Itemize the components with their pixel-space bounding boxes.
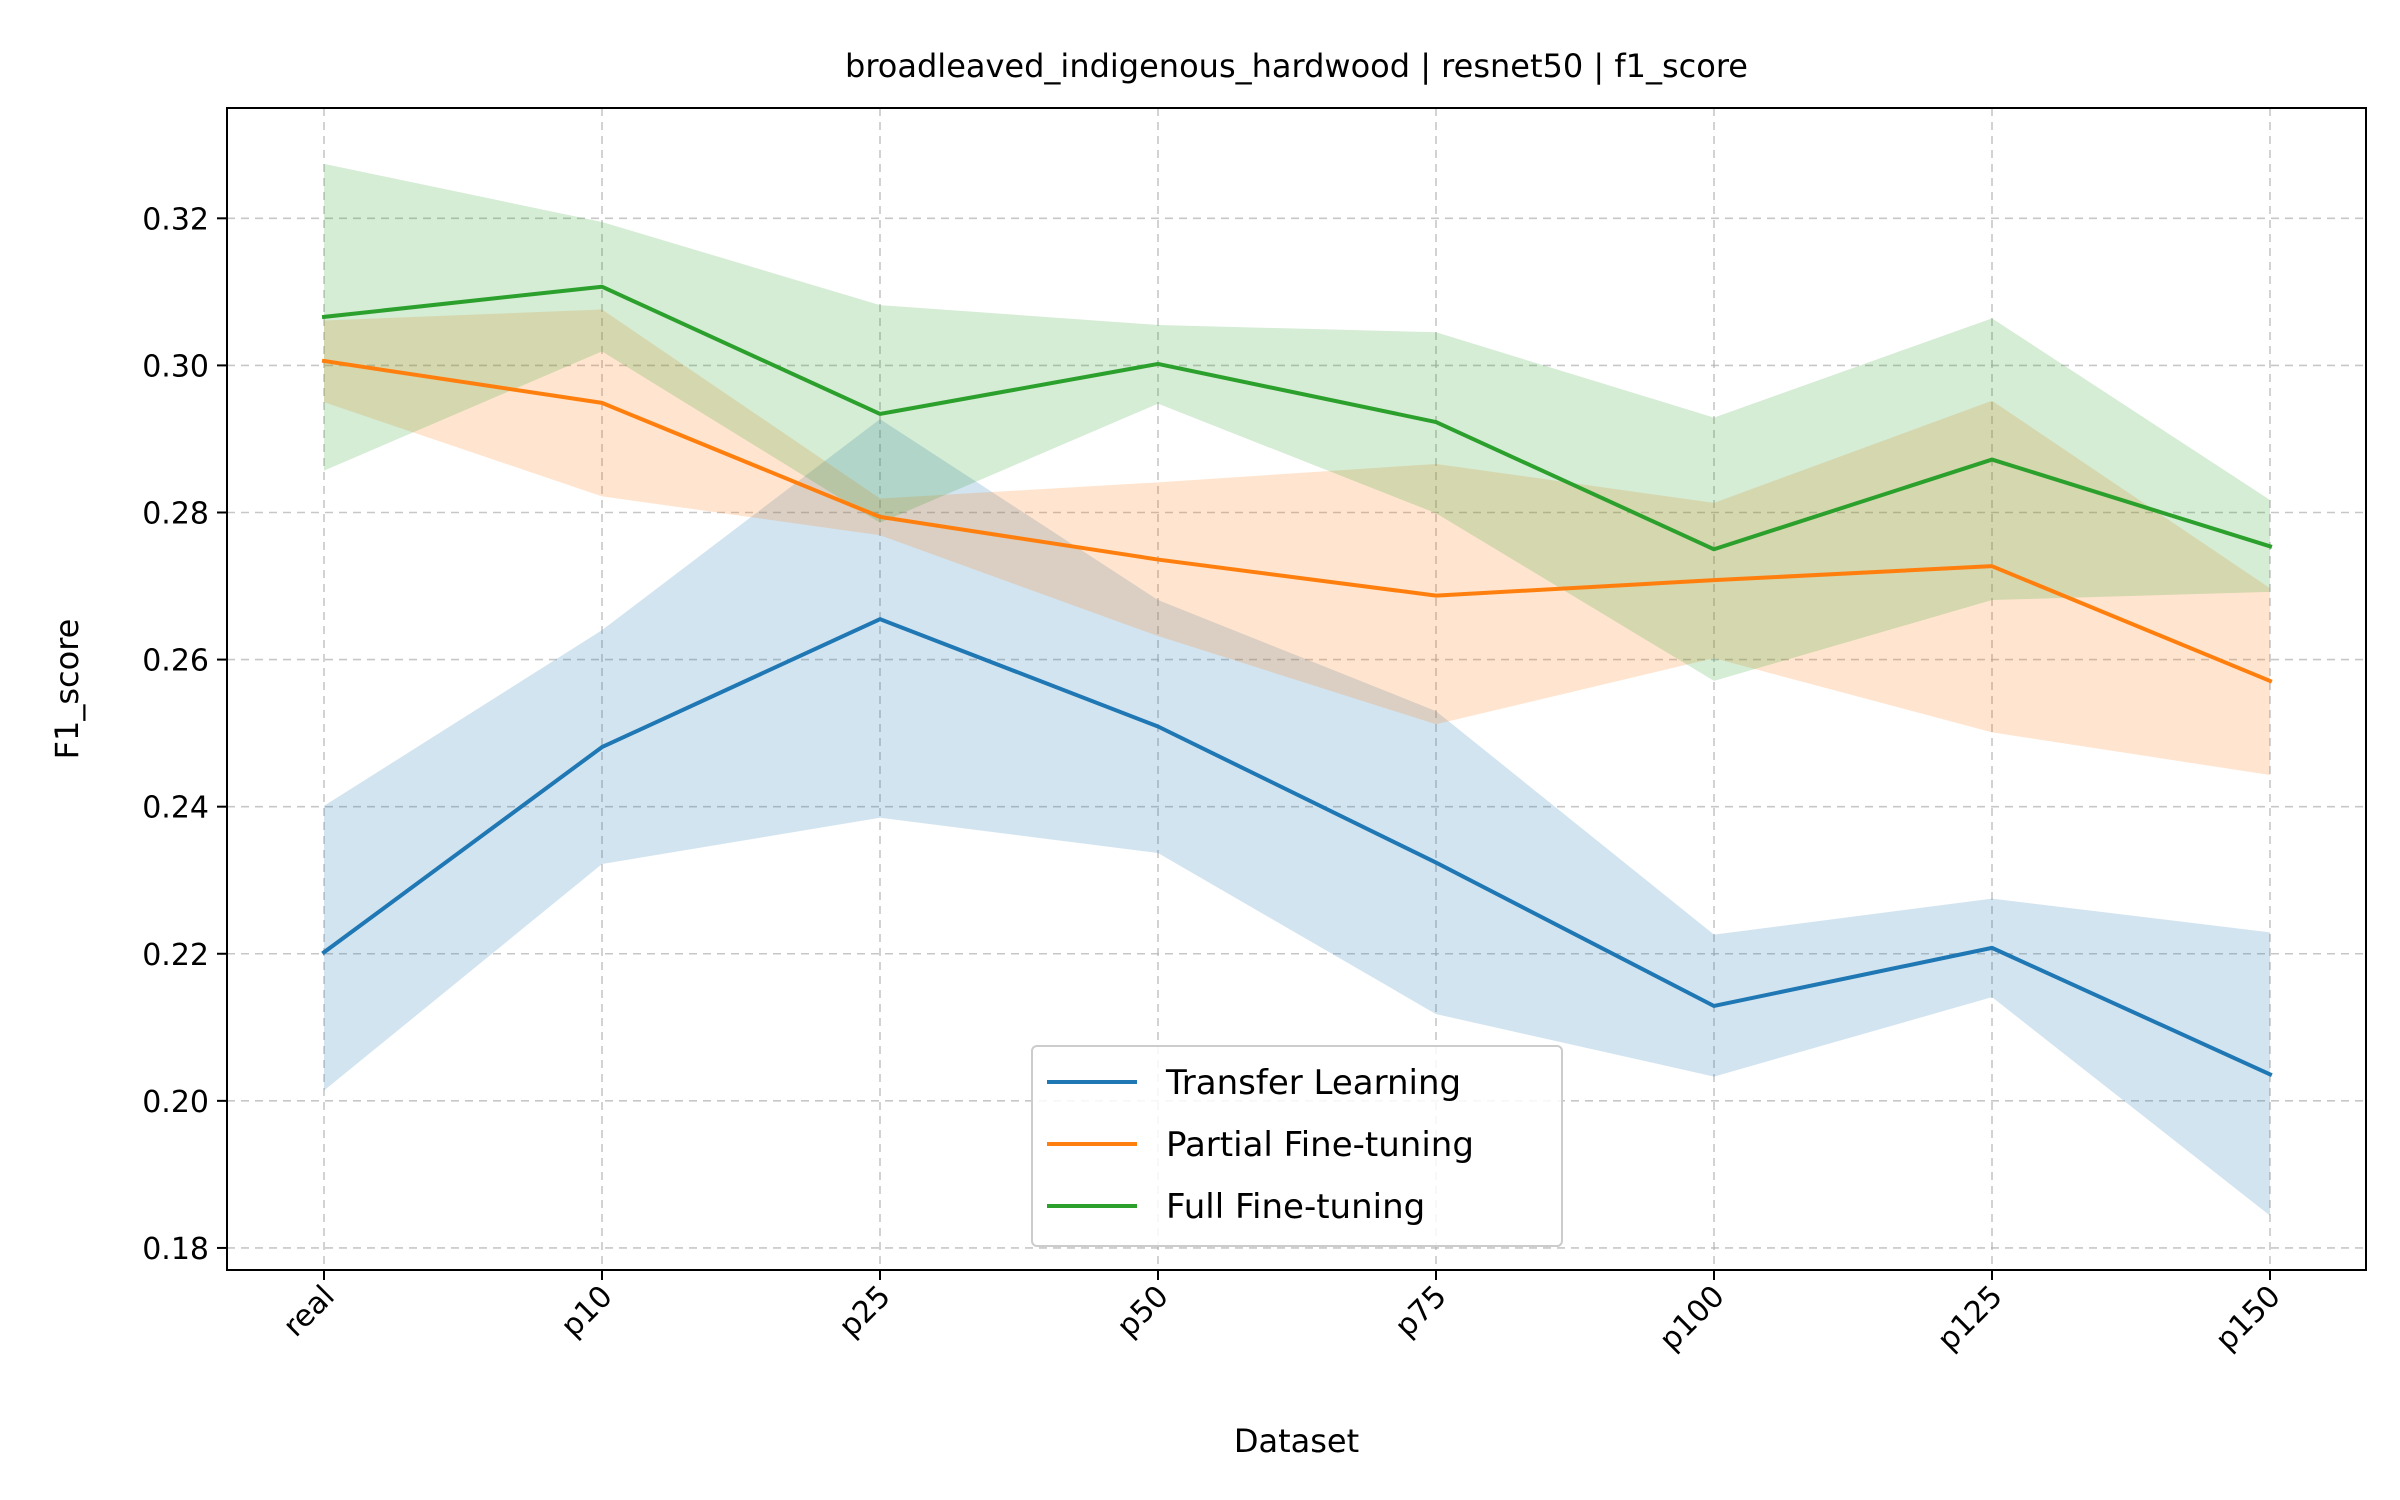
y-tick-label: 0.28 — [142, 496, 209, 531]
legend-label-transfer-learning: Transfer Learning — [1165, 1063, 1461, 1103]
y-tick-label: 0.26 — [142, 644, 209, 679]
series-lines — [321, 284, 2273, 1078]
legend-label-full-fine-tuning: Full Fine-tuning — [1166, 1187, 1425, 1227]
legend-label-partial-fine-tuning: Partial Fine-tuning — [1166, 1125, 1474, 1165]
y-axis-ticks: 0.18 0.20 0.22 0.24 0.26 0.28 0.30 0.32 — [142, 202, 227, 1267]
chart-title: broadleaved_indigenous_hardwood | resnet… — [845, 47, 1748, 85]
y-axis-label: F1_score — [48, 619, 86, 760]
y-tick-label: 0.22 — [142, 938, 209, 973]
y-tick-label: 0.20 — [142, 1085, 209, 1120]
partial-fine-tuning-line — [321, 358, 2273, 684]
y-tick-label: 0.24 — [142, 791, 209, 826]
y-tick-label: 0.18 — [142, 1232, 209, 1267]
transfer-learning-line — [321, 617, 2273, 1078]
y-tick-label: 0.32 — [142, 202, 209, 237]
legend: Transfer Learning Partial Fine-tuning Full… — [1031, 1045, 1563, 1247]
y-tick-label: 0.30 — [142, 349, 209, 384]
transfer-learning-band — [324, 419, 2270, 1216]
x-axis-label: Dataset — [1234, 1422, 1359, 1460]
plot-area-frame — [226, 107, 2367, 1271]
legend-box — [1031, 1045, 1563, 1247]
full-fine-tuning-line — [321, 284, 2273, 552]
partial-fine-tuning-band — [324, 309, 2270, 776]
full-fine-tuning-band — [324, 163, 2270, 681]
confidence-bands — [324, 163, 2270, 1216]
